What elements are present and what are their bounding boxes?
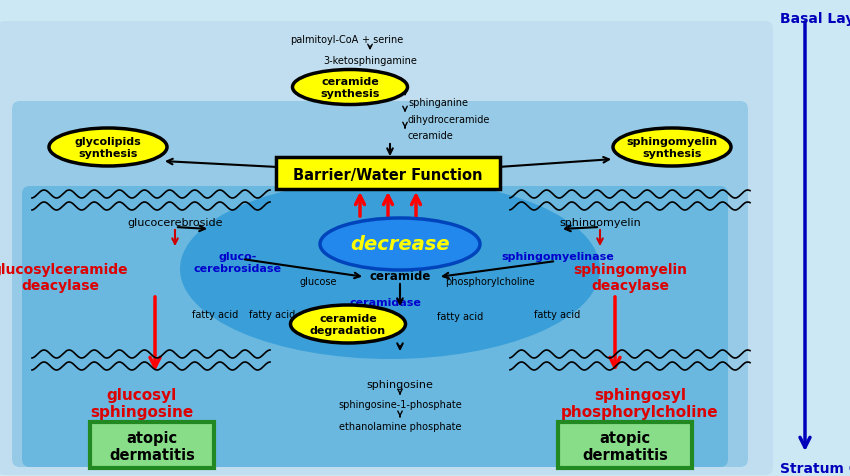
Text: phosphorylcholine: phosphorylcholine <box>445 277 535 287</box>
FancyBboxPatch shape <box>90 422 214 468</box>
Text: atopic
dermatitis: atopic dermatitis <box>109 430 195 462</box>
Text: fatty acid: fatty acid <box>192 309 238 319</box>
Text: sphingomyelin
synthesis: sphingomyelin synthesis <box>626 137 717 159</box>
Text: fatty acid: fatty acid <box>249 309 295 319</box>
Text: dihydroceramide: dihydroceramide <box>408 115 490 125</box>
Text: sphingosine: sphingosine <box>366 379 434 389</box>
Text: Stratum Corneum: Stratum Corneum <box>780 461 850 475</box>
Ellipse shape <box>180 179 600 359</box>
FancyBboxPatch shape <box>0 22 773 475</box>
Text: ceramide: ceramide <box>408 131 454 141</box>
Text: sphingosyl
phosphorylcholine: sphingosyl phosphorylcholine <box>561 387 719 419</box>
Text: 3-ketosphingamine: 3-ketosphingamine <box>323 56 417 66</box>
Ellipse shape <box>292 70 407 105</box>
Text: atopic
dermatitis: atopic dermatitis <box>582 430 668 462</box>
Text: gluco-
cerebrosidase: gluco- cerebrosidase <box>194 251 282 273</box>
Text: glucocerebroside: glucocerebroside <box>128 218 223 228</box>
Text: ceramide
degradation: ceramide degradation <box>310 314 386 335</box>
Text: sphinganine: sphinganine <box>408 98 468 108</box>
Text: sphingomyelinase: sphingomyelinase <box>502 251 615 261</box>
Text: sphingomyelin: sphingomyelin <box>559 218 641 228</box>
Text: + serine: + serine <box>362 35 403 45</box>
Text: ethanolamine phosphate: ethanolamine phosphate <box>339 421 462 431</box>
Text: Barrier/Water Function: Barrier/Water Function <box>293 168 483 183</box>
Text: fatty acid: fatty acid <box>534 309 580 319</box>
Ellipse shape <box>320 218 480 270</box>
Text: glucosyl
sphingosine: glucosyl sphingosine <box>90 387 194 419</box>
Text: ceramide: ceramide <box>369 269 431 282</box>
Text: glucose: glucose <box>299 277 337 287</box>
FancyBboxPatch shape <box>22 187 728 467</box>
Text: ceramide
synthesis: ceramide synthesis <box>320 77 380 99</box>
Text: Basal Layer: Basal Layer <box>780 12 850 26</box>
Text: palmitoyl-CoA: palmitoyl-CoA <box>290 35 358 45</box>
Text: fatty acid: fatty acid <box>437 311 483 321</box>
Text: ceramidase: ceramidase <box>349 298 421 307</box>
FancyBboxPatch shape <box>558 422 692 468</box>
FancyBboxPatch shape <box>12 102 748 467</box>
Text: glucosylceramide
deacylase: glucosylceramide deacylase <box>0 262 128 292</box>
Ellipse shape <box>291 306 405 343</box>
Ellipse shape <box>49 129 167 167</box>
FancyBboxPatch shape <box>276 158 500 189</box>
Ellipse shape <box>613 129 731 167</box>
Text: sphingomyelin
deacylase: sphingomyelin deacylase <box>573 262 687 292</box>
Text: glycolipids
synthesis: glycolipids synthesis <box>75 137 141 159</box>
Text: decrease: decrease <box>350 235 450 254</box>
Text: sphingosine-1-phosphate: sphingosine-1-phosphate <box>338 399 462 409</box>
